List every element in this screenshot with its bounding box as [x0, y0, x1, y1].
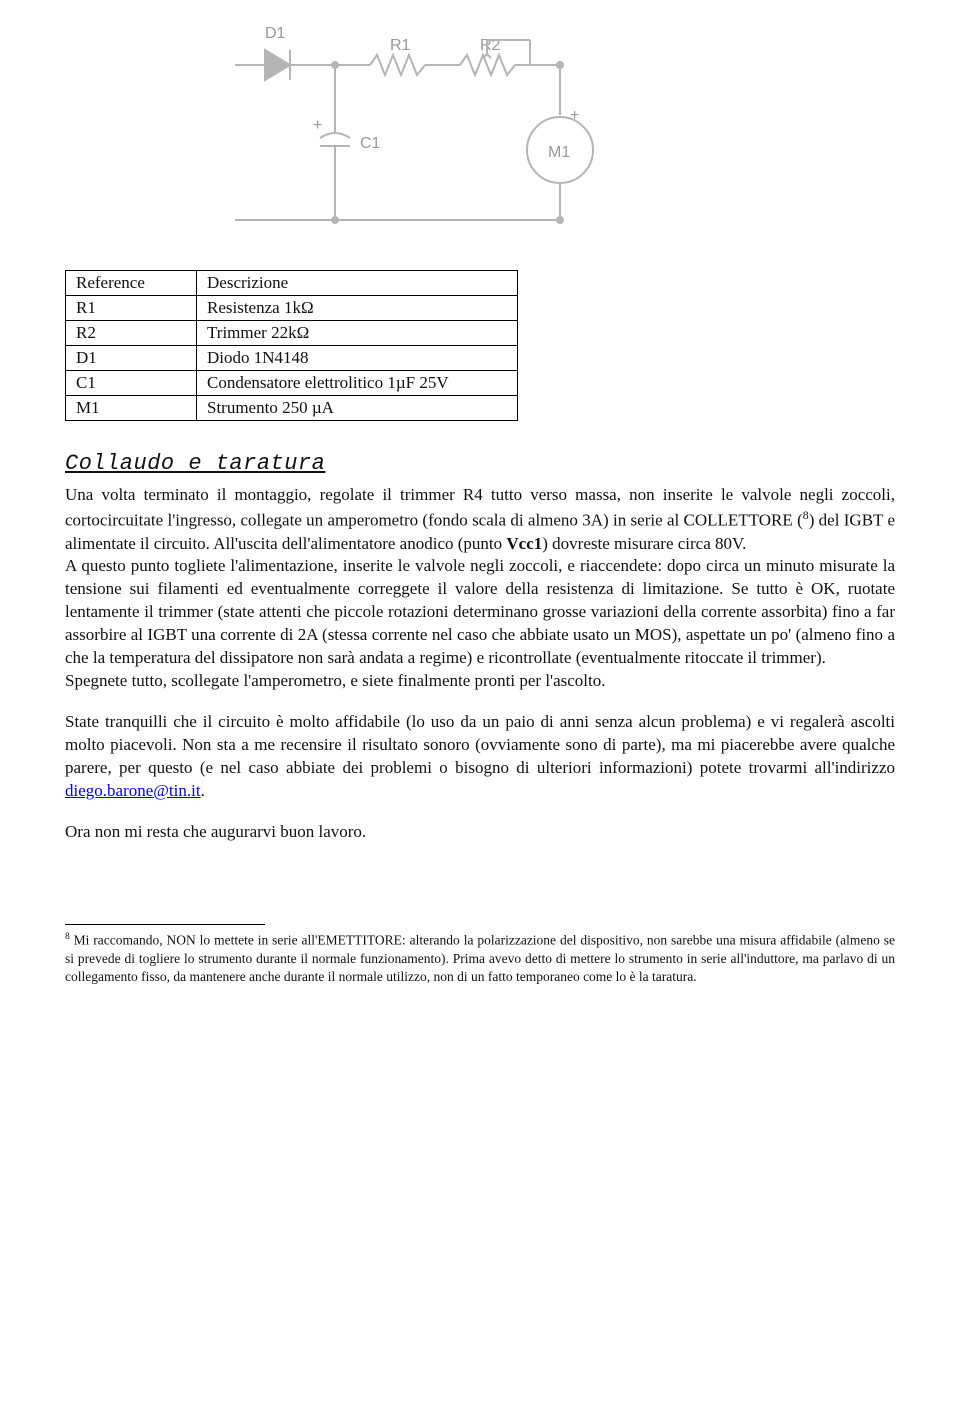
- table-row: R2 Trimmer 22kΩ: [66, 321, 518, 346]
- table-row: R1 Resistenza 1kΩ: [66, 296, 518, 321]
- cell-desc: Resistenza 1kΩ: [197, 296, 518, 321]
- label-d1: D1: [265, 25, 286, 42]
- table-header-row: Reference Descrizione: [66, 271, 518, 296]
- vcc1-label: Vcc1: [506, 534, 542, 553]
- paragraph-4: State tranquilli che il circuito è molto…: [65, 711, 895, 803]
- page-container: D1 R1 R2: [5, 0, 955, 1026]
- p4-b: .: [201, 781, 205, 800]
- section-title: Collaudo e taratura: [65, 451, 895, 476]
- cell-desc: Strumento 250 µA: [197, 396, 518, 421]
- cell-ref: R2: [66, 321, 197, 346]
- label-c1: C1: [360, 135, 381, 152]
- p3: Spegnete tutto, scollegate l'amperometro…: [65, 671, 606, 690]
- p1-c: ) dovreste misurare circa 80V.: [542, 534, 746, 553]
- table-row: M1 Strumento 250 µA: [66, 396, 518, 421]
- th-reference: Reference: [66, 271, 197, 296]
- footnote-separator: [65, 924, 265, 925]
- footnote-8: 8 Mi raccomando, NON lo mettete in serie…: [65, 931, 895, 986]
- cell-desc: Trimmer 22kΩ: [197, 321, 518, 346]
- cell-desc: Diodo 1N4148: [197, 346, 518, 371]
- circuit-schematic: D1 R1 R2: [235, 20, 895, 245]
- label-m1: M1: [548, 144, 570, 161]
- cell-ref: C1: [66, 371, 197, 396]
- schematic-svg: D1 R1 R2: [235, 20, 665, 240]
- th-description: Descrizione: [197, 271, 518, 296]
- p2: A questo punto togliete l'alimentazione,…: [65, 556, 895, 667]
- p1-a: Una volta terminato il montaggio, regola…: [65, 485, 895, 530]
- component-table: Reference Descrizione R1 Resistenza 1kΩ …: [65, 270, 518, 421]
- email-link[interactable]: diego.barone@tin.it: [65, 781, 201, 800]
- paragraph-5: Ora non mi resta che augurarvi buon lavo…: [65, 821, 895, 844]
- table-row: C1 Condensatore elettrolitico 1µF 25V: [66, 371, 518, 396]
- plus-c1: +: [313, 117, 322, 134]
- cell-ref: M1: [66, 396, 197, 421]
- cell-desc: Condensatore elettrolitico 1µF 25V: [197, 371, 518, 396]
- table-row: D1 Diodo 1N4148: [66, 346, 518, 371]
- p4-a: State tranquilli che il circuito è molto…: [65, 712, 895, 777]
- footnote-text: Mi raccomando, NON lo mettete in serie a…: [65, 932, 895, 983]
- cell-ref: R1: [66, 296, 197, 321]
- cell-ref: D1: [66, 346, 197, 371]
- label-r1: R1: [390, 37, 411, 54]
- paragraph-1: Una volta terminato il montaggio, regola…: [65, 484, 895, 693]
